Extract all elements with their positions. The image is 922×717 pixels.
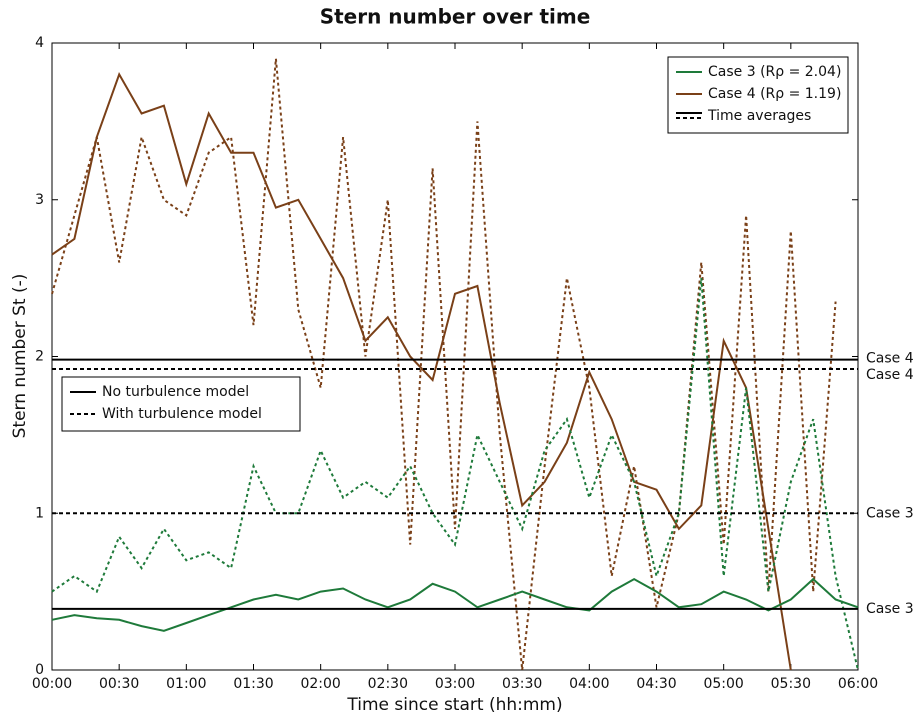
x-tick-label: 03:00 xyxy=(435,676,475,692)
series-line xyxy=(51,72,792,671)
x-tick-label: 01:00 xyxy=(166,676,206,692)
y-tick-label: 2 xyxy=(35,349,44,365)
y-tick-label: 4 xyxy=(35,35,44,51)
x-tick-label: 02:30 xyxy=(368,676,408,692)
x-tick-label: 05:00 xyxy=(703,676,743,692)
y-tick-label: 3 xyxy=(35,192,44,208)
series-line xyxy=(51,577,859,632)
x-tick-label: 01:30 xyxy=(233,676,273,692)
x-tick-label: 02:00 xyxy=(300,676,340,692)
x-tick-label: 04:00 xyxy=(569,676,609,692)
chart-title: Stern number over time xyxy=(320,5,591,29)
x-axis-label: Time since start (hh:mm) xyxy=(346,695,562,715)
x-tick-label: 00:30 xyxy=(99,676,139,692)
y-tick-label: 1 xyxy=(35,505,44,521)
average-label: Case 3 xyxy=(866,601,914,617)
y-axis-label: Stern number St (-) xyxy=(10,274,30,439)
series-line xyxy=(51,58,837,671)
y-tick-label: 0 xyxy=(35,662,44,678)
x-tick-label: 06:00 xyxy=(838,676,878,692)
legend-label: Time averages xyxy=(707,108,811,124)
x-tick-label: 03:30 xyxy=(502,676,542,692)
legend-label: No turbulence model xyxy=(102,384,249,400)
x-tick-label: 04:30 xyxy=(636,676,676,692)
average-label: Case 4 xyxy=(866,367,914,383)
legend-label: Case 4 (Rρ = 1.19) xyxy=(708,86,841,102)
average-label: Case 4 xyxy=(866,351,914,367)
x-tick-label: 05:30 xyxy=(771,676,811,692)
legend-label: With turbulence model xyxy=(102,406,262,422)
legend-label: Case 3 (Rρ = 2.04) xyxy=(708,64,841,80)
series-line xyxy=(51,278,859,671)
x-tick-label: 00:00 xyxy=(32,676,72,692)
average-label: Case 3 xyxy=(866,505,914,521)
legend-box xyxy=(61,376,301,432)
